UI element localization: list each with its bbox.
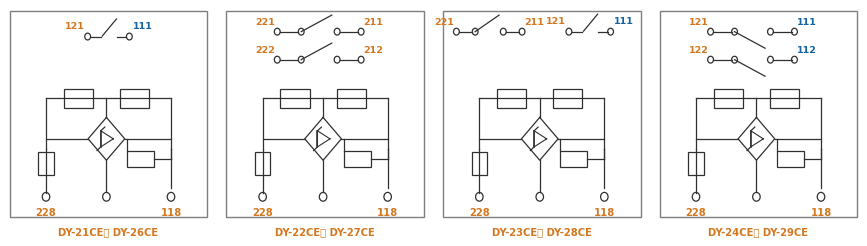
Bar xyxy=(497,89,526,108)
Text: 118: 118 xyxy=(377,208,398,218)
Bar xyxy=(688,152,704,175)
Text: DY-23CE， DY-28CE: DY-23CE， DY-28CE xyxy=(492,227,592,237)
Text: 222: 222 xyxy=(255,46,275,55)
Text: 228: 228 xyxy=(469,208,490,218)
Text: 211: 211 xyxy=(525,18,544,27)
Text: 122: 122 xyxy=(688,46,708,55)
Text: 228: 228 xyxy=(252,208,273,218)
Text: DY-24CE， DY-29CE: DY-24CE， DY-29CE xyxy=(708,227,809,237)
Text: 221: 221 xyxy=(255,18,275,27)
Text: 121: 121 xyxy=(65,22,85,31)
Bar xyxy=(714,89,743,108)
Text: 112: 112 xyxy=(797,46,817,55)
Bar xyxy=(660,11,857,217)
Text: 118: 118 xyxy=(160,208,181,218)
Bar xyxy=(226,11,424,217)
Text: 121: 121 xyxy=(546,17,566,26)
Bar xyxy=(336,89,366,108)
Bar xyxy=(38,152,54,175)
Text: 111: 111 xyxy=(133,22,153,31)
Bar xyxy=(10,11,207,217)
Bar xyxy=(120,89,149,108)
Bar xyxy=(127,151,154,167)
Bar xyxy=(343,151,370,167)
Bar xyxy=(560,151,587,167)
Bar xyxy=(255,152,271,175)
Text: 221: 221 xyxy=(434,18,454,27)
Text: 121: 121 xyxy=(688,18,708,27)
Text: 118: 118 xyxy=(594,208,615,218)
Text: 228: 228 xyxy=(686,208,707,218)
Text: 211: 211 xyxy=(363,18,383,27)
Bar xyxy=(63,89,93,108)
Text: 111: 111 xyxy=(614,17,634,26)
Text: 212: 212 xyxy=(363,46,383,55)
Bar xyxy=(280,89,310,108)
Bar xyxy=(472,152,487,175)
Text: DY-21CE， DY-26CE: DY-21CE， DY-26CE xyxy=(58,227,159,237)
Bar xyxy=(553,89,583,108)
Text: DY-22CE， DY-27CE: DY-22CE， DY-27CE xyxy=(276,227,375,237)
Text: 118: 118 xyxy=(811,208,831,218)
Bar xyxy=(443,11,641,217)
Text: 111: 111 xyxy=(797,18,817,27)
Bar xyxy=(777,151,804,167)
Text: 228: 228 xyxy=(36,208,56,218)
Bar xyxy=(770,89,799,108)
